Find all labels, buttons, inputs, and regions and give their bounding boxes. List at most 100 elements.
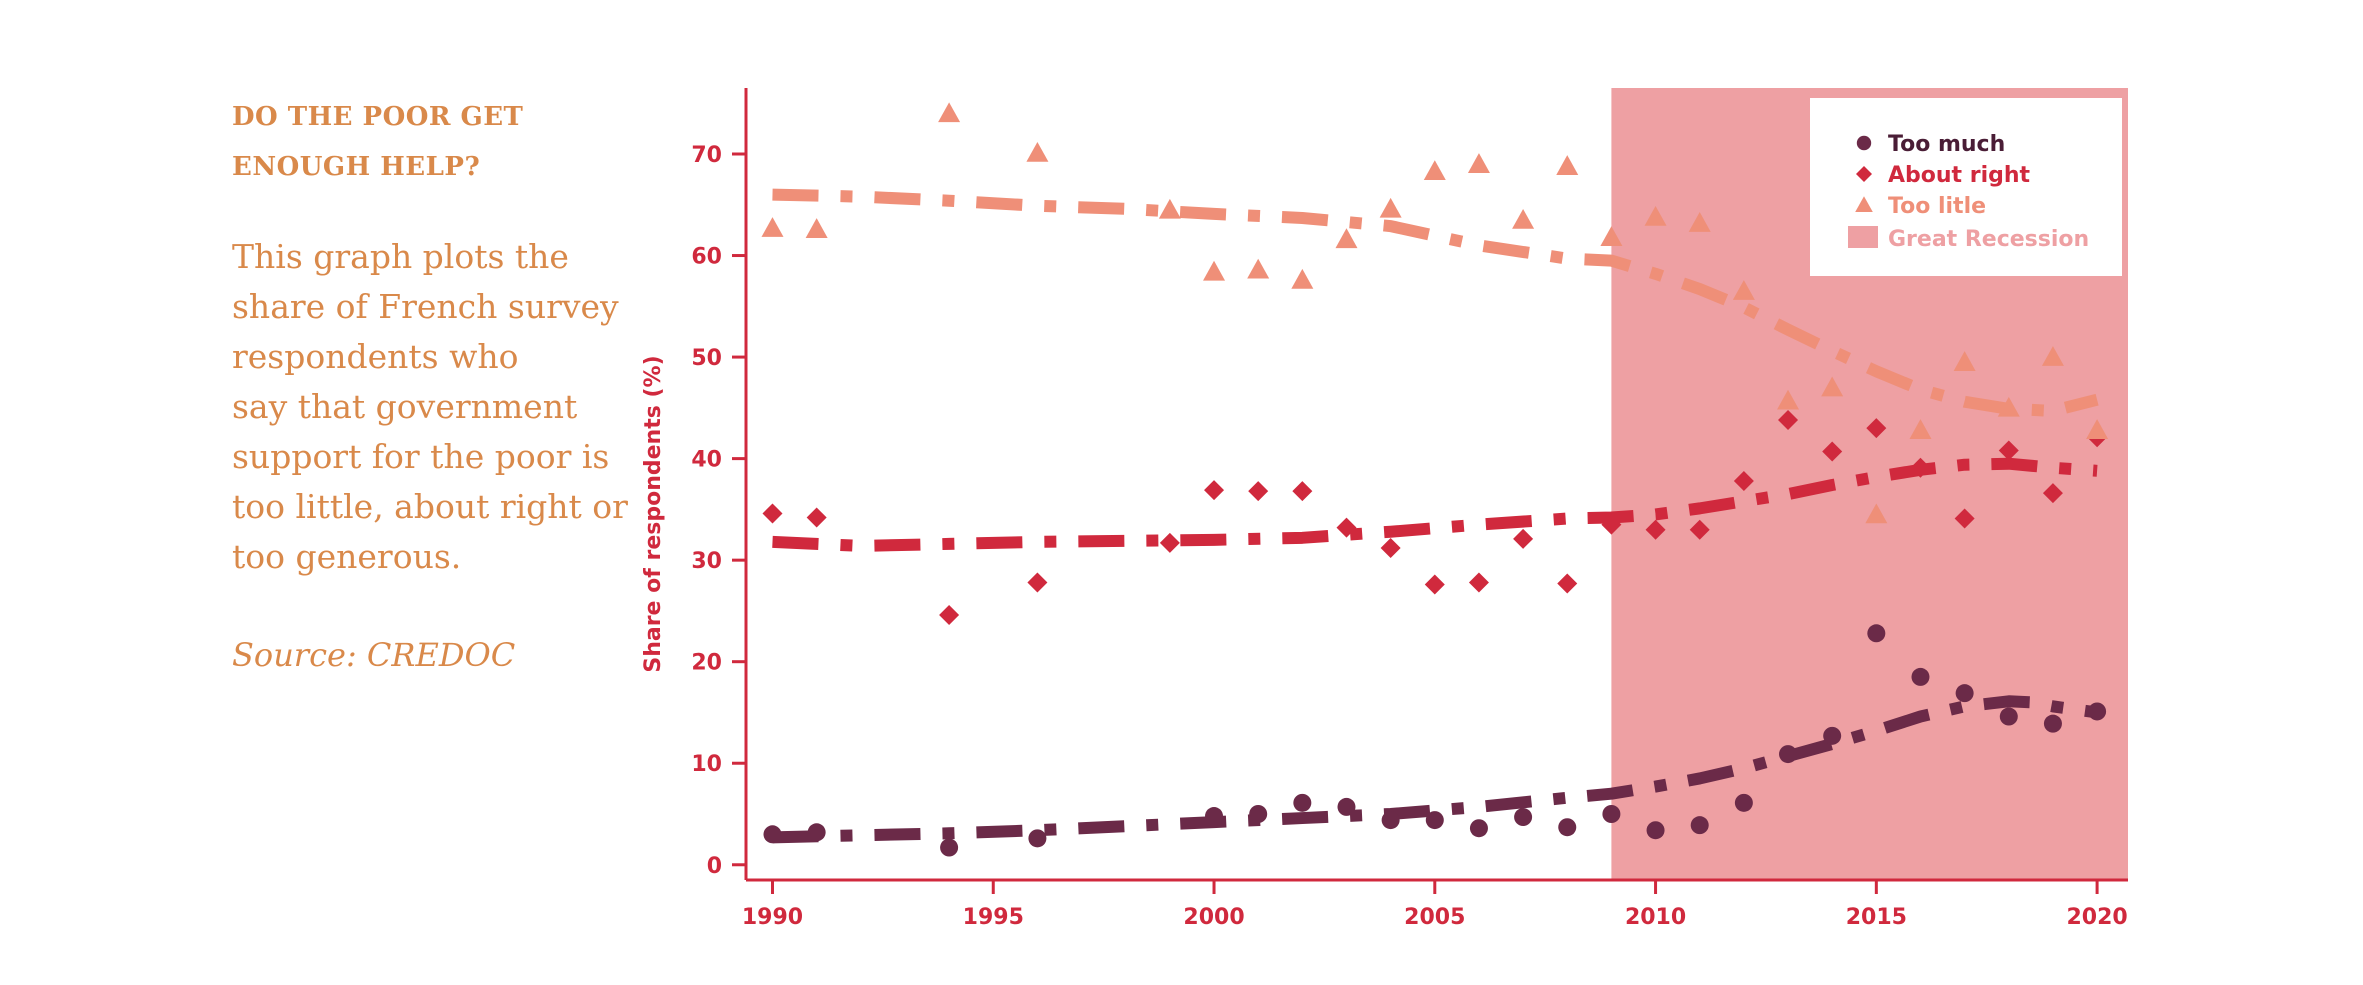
about-right-point: [1204, 480, 1225, 501]
description-line: too generous.: [232, 537, 462, 576]
legend-about-right-label: About right: [1888, 163, 2031, 188]
heading-line: DO THE POOR GET: [232, 102, 524, 132]
about-right-point: [1601, 514, 1622, 535]
description-line: too little, about right or: [232, 487, 628, 526]
about-right-point: [1733, 470, 1754, 491]
about-right-point: [1468, 572, 1489, 593]
too-much-point: [1028, 829, 1047, 848]
too-much-point: [1955, 684, 1974, 703]
too-much-point: [1734, 793, 1753, 812]
about-right-point: [1866, 418, 1887, 439]
about-right-point: [1292, 481, 1313, 502]
x-tick-label: 1990: [742, 905, 803, 930]
description-line: say that government: [232, 387, 578, 426]
legend-about-right-marker: [1856, 166, 1872, 182]
about-right-point: [1027, 572, 1048, 593]
about-right-point: [1910, 457, 1931, 478]
about-right-point: [1513, 528, 1534, 549]
about-right-point: [1424, 574, 1445, 595]
about-right-trend-line: [772, 457, 2098, 552]
too-much-point: [1823, 726, 1842, 745]
too-litle-point: [805, 218, 828, 238]
about-right-point: [1778, 410, 1799, 431]
y-tick-label: 0: [707, 854, 722, 879]
too-much-point: [1337, 797, 1356, 816]
y-tick-label: 40: [691, 448, 722, 473]
heading-line: ENOUGH HELP?: [232, 152, 481, 182]
y-tick-label: 70: [691, 143, 722, 168]
x-tick-label: 2010: [1625, 905, 1686, 930]
about-right-point: [939, 604, 960, 625]
too-litle-point: [1026, 141, 1049, 162]
about-right-point: [1954, 508, 1975, 529]
chart-description: This graph plots the share of French sur…: [232, 232, 632, 582]
too-litle-point: [1997, 396, 2020, 417]
about-right-point: [762, 503, 783, 524]
x-tick-label: 1995: [963, 905, 1024, 930]
about-right-point: [1689, 519, 1710, 540]
about-right-point: [1822, 441, 1843, 462]
too-litle-point: [1600, 226, 1623, 247]
legend-too-litle-marker: [1855, 196, 1873, 213]
too-litle-point: [1909, 419, 1932, 439]
about-right-point: [2042, 483, 2063, 504]
description-line: support for the poor is: [232, 437, 610, 476]
too-litle-trend-line: [772, 188, 2099, 417]
y-tick-label: 20: [691, 651, 722, 676]
too-much-point: [1293, 793, 1312, 812]
y-tick-label: 30: [691, 549, 722, 574]
legend: Too much About right Too litle Great Recess…: [1810, 98, 2122, 276]
about-right-point: [1336, 517, 1357, 538]
too-litle-point: [1953, 351, 1976, 371]
too-litle-point: [1512, 209, 1535, 229]
too-much-point: [1779, 745, 1798, 764]
too-much-point: [1867, 624, 1886, 643]
too-litle-point: [1379, 197, 1402, 218]
too-much-trend-line: [772, 695, 2098, 844]
too-much-point: [1602, 805, 1621, 823]
y-tick-label: 10: [691, 752, 722, 777]
too-litle-point: [1158, 198, 1181, 219]
too-much-point: [1911, 667, 1930, 686]
legend-too-much-label: Too much: [1888, 132, 2005, 157]
too-litle-point: [2086, 419, 2109, 439]
too-much-point: [1381, 811, 1400, 830]
too-litle-point: [1732, 280, 1755, 300]
y-axis-label: Share of respondents (%): [641, 355, 666, 672]
about-right-point: [1998, 440, 2019, 461]
x-tick-label: 2000: [1183, 905, 1244, 930]
too-much-point: [763, 825, 782, 844]
too-much-point: [1999, 707, 2018, 726]
too-much-point: [1558, 818, 1577, 837]
too-much-point: [1425, 811, 1444, 830]
about-right-point: [1645, 519, 1666, 540]
too-litle-point: [938, 102, 961, 123]
too-litle-point: [1688, 212, 1711, 232]
too-much-point: [2043, 714, 2062, 733]
sidebar-text: DO THE POOR GET ENOUGH HELP? This graph …: [232, 92, 632, 680]
x-tick-label: 2005: [1404, 905, 1465, 930]
too-much-point: [1646, 821, 1665, 840]
too-litle-point: [1865, 503, 1888, 524]
too-litle-point: [1644, 205, 1667, 226]
description-line: This graph plots the: [232, 237, 569, 276]
chart-heading: DO THE POOR GET ENOUGH HELP?: [232, 92, 632, 192]
x-tick-label: 2015: [1846, 905, 1907, 930]
too-litle-point: [1467, 153, 1490, 173]
too-much-point: [1469, 819, 1488, 838]
too-much-point: [940, 838, 959, 857]
too-litle-point: [1821, 376, 1844, 397]
about-right-point: [1380, 537, 1401, 558]
about-right-point: [1248, 481, 1269, 502]
too-much-point: [807, 823, 826, 842]
too-litle-point: [1203, 260, 1226, 281]
too-litle-point: [1777, 389, 1800, 410]
description-line: respondents who: [232, 337, 519, 376]
legend-recession-swatch: [1848, 226, 1878, 248]
about-right-point: [806, 507, 827, 528]
x-tick-label: 2020: [2066, 905, 2127, 930]
too-litle-point: [761, 217, 784, 237]
too-litle-point: [2041, 346, 2064, 366]
too-litle-point: [1335, 228, 1358, 249]
